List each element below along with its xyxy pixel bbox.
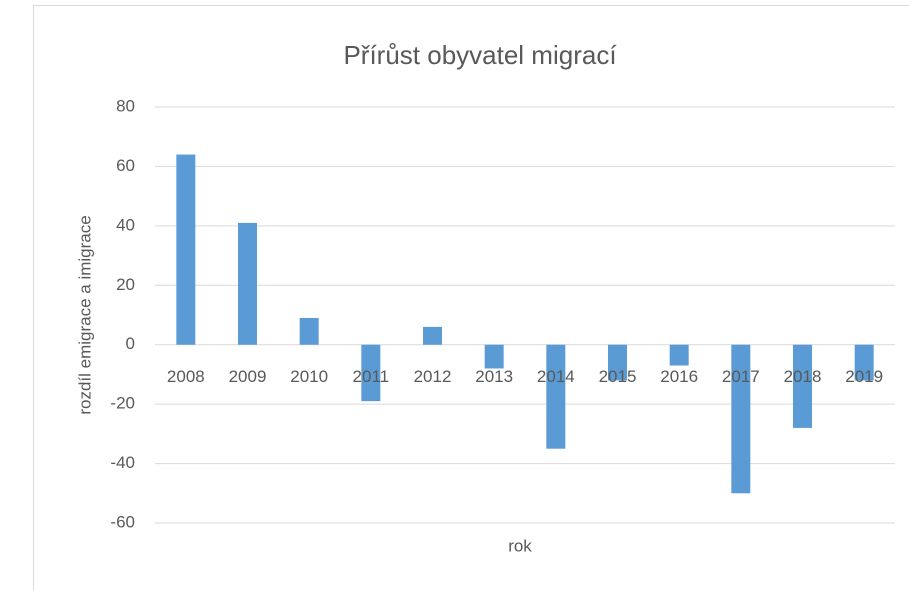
bar <box>361 344 381 402</box>
chart-title: Přírůst obyvatel migrací <box>343 40 617 70</box>
y-tick-label: 0 <box>126 334 135 353</box>
y-tick-label: 40 <box>116 215 135 234</box>
x-axis-title: rok <box>508 536 532 555</box>
x-tick-label: 2010 <box>290 367 328 386</box>
x-tick-label: 2008 <box>167 367 205 386</box>
bar <box>608 344 627 381</box>
bar <box>793 344 812 428</box>
bar <box>731 344 751 494</box>
bar <box>176 154 196 345</box>
x-tick-label: 2009 <box>229 367 267 386</box>
bar <box>484 344 504 369</box>
bar <box>423 326 442 345</box>
y-axis-title: rozdíl emigrace a imigrace <box>75 215 94 414</box>
x-tick-label: 2015 <box>599 367 637 386</box>
bar <box>546 344 566 449</box>
bar <box>854 344 874 381</box>
y-tick-label: -20 <box>110 394 135 413</box>
x-tick-label: 2017 <box>722 367 760 386</box>
x-tick-label: 2012 <box>414 367 452 386</box>
bar <box>669 344 689 366</box>
y-tick-label: -40 <box>110 453 135 472</box>
y-tick-label: 60 <box>116 156 135 175</box>
bar <box>299 317 319 345</box>
x-tick-label: 2013 <box>475 367 513 386</box>
y-tick-label: 80 <box>116 96 135 115</box>
x-tick-label: 2019 <box>845 367 883 386</box>
bar <box>238 222 257 345</box>
chart-frame <box>33 5 909 590</box>
x-tick-label: 2016 <box>660 367 698 386</box>
y-tick-label: 20 <box>116 275 135 294</box>
x-tick-label: 2014 <box>537 367 575 386</box>
x-tick-label: 2011 <box>353 367 390 386</box>
x-tick-label: 2018 <box>784 367 822 386</box>
y-tick-label: -60 <box>110 512 135 531</box>
